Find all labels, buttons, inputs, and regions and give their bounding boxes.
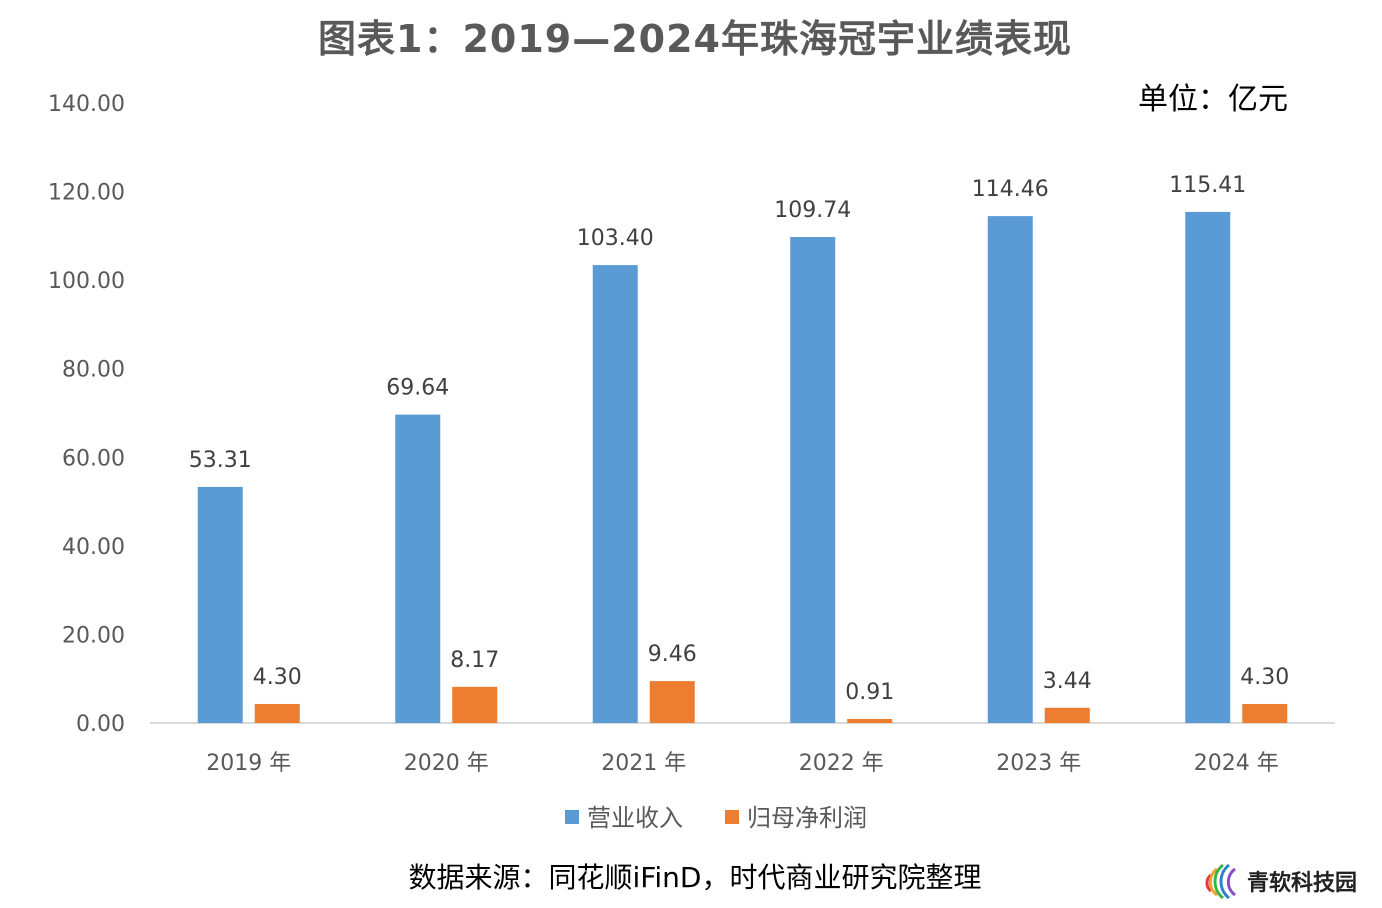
revenue-bar (395, 414, 441, 723)
net-profit-bar (847, 718, 893, 723)
net-profit-data-label: 3.44 (1043, 669, 1092, 694)
revenue-data-label: 115.41 (1169, 173, 1246, 198)
brand-name: 青软科技园 (1247, 871, 1358, 896)
net-profit-bar (452, 686, 498, 723)
y-tick-label: 80.00 (62, 358, 125, 383)
legend-revenue-swatch (565, 810, 579, 824)
x-category-label: 2019 年 (206, 751, 291, 776)
revenue-bar (1185, 211, 1231, 724)
x-category-label: 2020 年 (404, 751, 489, 776)
x-axis: 2019 年 2020 年 2021 年 2022 年 2023 年 2024 年 (206, 751, 1278, 776)
net-profit-bar (254, 703, 300, 723)
revenue-data-label: 103.40 (577, 226, 654, 251)
net-profit-data-label: 4.30 (253, 665, 302, 690)
net-profit-bar (649, 681, 695, 723)
signal-waves-icon (1205, 863, 1236, 900)
brand-logo: 青软科技园 (1205, 858, 1357, 904)
revenue-data-label: 53.31 (189, 448, 252, 473)
revenue-bar (987, 216, 1033, 723)
legend-net-profit-swatch (725, 810, 739, 824)
revenue-bar (790, 237, 836, 723)
data-labels-group: 53.31 4.30 69.64 8.17 103.40 9.46 109.74 0.91 11… (189, 173, 1289, 705)
revenue-data-label: 69.64 (386, 376, 449, 401)
revenue-bar (197, 486, 243, 723)
x-category-label: 2021 年 (601, 751, 686, 776)
legend-net-profit-label: 归母净利润 (747, 804, 867, 832)
x-category-label: 2022 年 (799, 751, 884, 776)
y-tick-label: 120.00 (48, 181, 125, 206)
revenue-data-label: 114.46 (972, 177, 1049, 202)
y-axis: 0.00 20.00 40.00 60.00 80.00 100.00 120.00 140.… (48, 92, 125, 737)
legend: 营业收入 归母净利润 (565, 804, 867, 832)
y-tick-label: 140.00 (48, 92, 125, 117)
legend-revenue-label: 营业收入 (587, 804, 683, 832)
y-tick-label: 60.00 (62, 446, 125, 471)
y-tick-label: 40.00 (62, 535, 125, 560)
net-profit-data-label: 4.30 (1240, 665, 1289, 690)
x-category-label: 2024 年 (1194, 751, 1279, 776)
chart-title: 图表1：2019—2024年珠海冠宇业绩表现 (318, 17, 1072, 61)
revenue-data-label: 109.74 (774, 198, 851, 223)
x-category-label: 2023 年 (996, 751, 1081, 776)
net-profit-data-label: 8.17 (450, 648, 499, 673)
y-tick-label: 0.00 (76, 712, 125, 737)
net-profit-data-label: 9.46 (648, 642, 697, 667)
revenue-bar (592, 265, 638, 723)
net-profit-bar (1044, 707, 1090, 723)
y-tick-label: 100.00 (48, 269, 125, 294)
bars-group (197, 211, 1288, 724)
unit-label: 单位：亿元 (1138, 82, 1288, 117)
source-note: 数据来源：同花顺iFinD，时代商业研究院整理 (408, 861, 982, 894)
net-profit-bar (1242, 703, 1288, 723)
y-tick-label: 20.00 (62, 623, 125, 648)
net-profit-data-label: 0.91 (845, 680, 894, 705)
bar-chart: 0.00 20.00 40.00 60.00 80.00 100.00 120.00 140.… (48, 92, 1335, 832)
